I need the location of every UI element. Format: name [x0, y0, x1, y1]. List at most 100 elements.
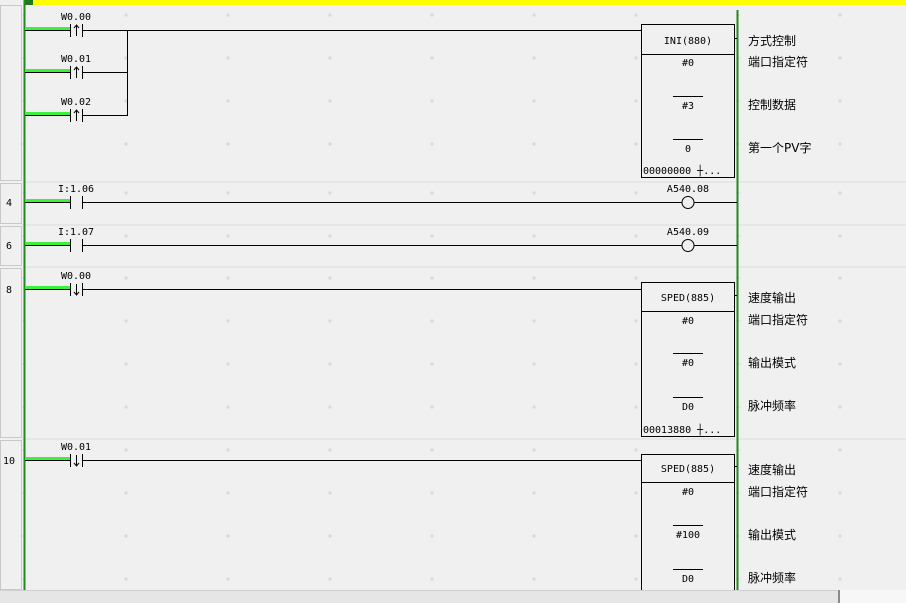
operand[interactable]: #3: [682, 101, 694, 112]
grid-dot: [634, 577, 638, 581]
grid-dot: [328, 56, 332, 60]
operand-comment: 输出模式: [748, 355, 796, 370]
instruction-block[interactable]: [641, 24, 735, 178]
grid-dot: [226, 448, 230, 452]
contact-address: I:1.07: [58, 227, 94, 238]
scrollbar-corner: [838, 590, 906, 603]
grid-dot: [430, 577, 434, 581]
grid-dot: [532, 276, 536, 280]
grid-dot: [634, 276, 638, 280]
rung-number: 4: [6, 198, 12, 209]
grid-dot: [430, 534, 434, 538]
contact-address: W0.01: [61, 442, 91, 453]
grid-dot: [328, 534, 332, 538]
grid-dot: [532, 534, 536, 538]
grid-dot: [532, 448, 536, 452]
grid-dot: [328, 99, 332, 103]
grid-dot: [532, 405, 536, 409]
grid-dot: [226, 142, 230, 146]
energized-wire: [25, 457, 70, 461]
grid-dot: [226, 534, 230, 538]
contact-address: W0.01: [61, 54, 91, 65]
grid-dot: [838, 56, 842, 60]
grid-dot: [430, 276, 434, 280]
grid-dot: [838, 276, 842, 280]
grid-dot: [634, 405, 638, 409]
grid-dot: [838, 534, 842, 538]
grid-dot: [430, 99, 434, 103]
grid-dot: [532, 13, 536, 17]
grid-dot: [532, 99, 536, 103]
operand[interactable]: #0: [682, 316, 694, 327]
falling-edge-arrow-icon: [73, 455, 80, 467]
grid-dot: [328, 362, 332, 366]
grid-dot: [328, 491, 332, 495]
contact-address: W0.02: [61, 97, 91, 108]
output-coil[interactable]: [681, 196, 695, 209]
grid-dot: [838, 577, 842, 581]
grid-dot: [430, 234, 434, 238]
operand-comment: 速度输出: [748, 290, 796, 305]
grid-dot: [634, 13, 638, 17]
operand[interactable]: #0: [682, 58, 694, 69]
grid-dot: [124, 13, 128, 17]
grid-dot: [226, 99, 230, 103]
operand-comment: 端口指定符: [748, 54, 808, 69]
operand-comment: 脉冲频率: [748, 570, 796, 585]
grid-dot: [124, 534, 128, 538]
grid-dot: [634, 56, 638, 60]
grid-dot: [328, 142, 332, 146]
contact-address: W0.00: [61, 271, 91, 282]
grid-dot: [328, 405, 332, 409]
operand[interactable]: #0: [682, 487, 694, 498]
block-footer-value: 00013880 ┼...: [643, 423, 721, 436]
energized-wire: [25, 27, 70, 31]
operand[interactable]: D0: [682, 574, 694, 585]
grid-dot: [532, 142, 536, 146]
grid-dot: [532, 56, 536, 60]
grid-dot: [226, 405, 230, 409]
grid-dot: [328, 13, 332, 17]
rung-number-cell[interactable]: [0, 440, 22, 590]
instruction-block[interactable]: [641, 282, 735, 437]
operand-comment: 脉冲频率: [748, 398, 796, 413]
grid-dot: [634, 362, 638, 366]
rung-number-cell[interactable]: [0, 183, 22, 224]
grid-dot: [430, 142, 434, 146]
grid-dot: [226, 319, 230, 323]
rung-number-cell[interactable]: [0, 268, 22, 438]
operand-comment: 控制数据: [748, 97, 796, 112]
grid-dot: [532, 577, 536, 581]
grid-dot: [328, 319, 332, 323]
grid-dot: [838, 362, 842, 366]
grid-dot: [838, 142, 842, 146]
grid-dot: [430, 56, 434, 60]
grid-dot: [838, 234, 842, 238]
rung-number-cell[interactable]: [0, 5, 22, 181]
operand[interactable]: 0: [685, 144, 691, 155]
grid-dot: [532, 234, 536, 238]
grid-dot: [838, 448, 842, 452]
energized-wire: [25, 286, 70, 290]
grid-dot: [532, 362, 536, 366]
operand[interactable]: #100: [676, 530, 700, 541]
instruction-name: INI(880): [664, 36, 712, 47]
grid-dot: [634, 142, 638, 146]
coil-address: A540.08: [667, 184, 709, 195]
operand[interactable]: #0: [682, 358, 694, 369]
grid-dot: [124, 491, 128, 495]
grid-dot: [430, 491, 434, 495]
grid-dot: [328, 448, 332, 452]
grid-dot: [226, 276, 230, 280]
instruction-name: SPED(885): [661, 464, 715, 475]
output-coil[interactable]: [681, 239, 695, 252]
rung-number-cell[interactable]: [0, 226, 22, 266]
instruction-block[interactable]: [641, 454, 735, 591]
operand-comment: 端口指定符: [748, 484, 808, 499]
operand[interactable]: D0: [682, 402, 694, 413]
energized-wire: [25, 112, 70, 116]
rung-number: 6: [6, 241, 12, 252]
horizontal-scrollbar[interactable]: [0, 590, 838, 603]
energized-wire: [25, 199, 70, 203]
